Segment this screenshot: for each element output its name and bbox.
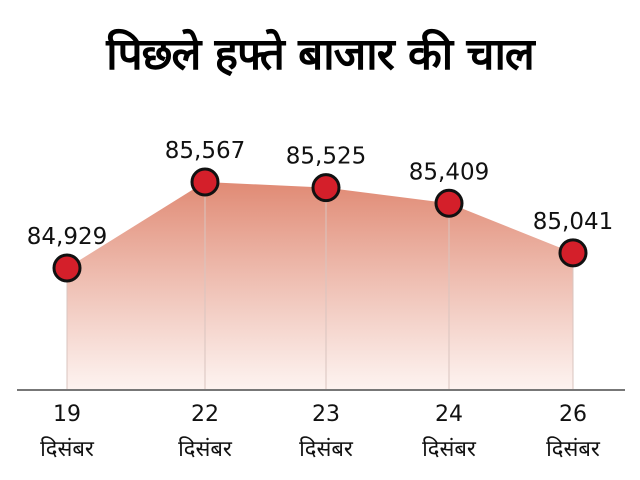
x-label-month: दिसंबर (546, 436, 601, 462)
x-label-day: 22 (191, 402, 219, 427)
x-axis-labels: 19 दिसंबर 22 दिसंबर 23 दिसंबर 24 दिसंबर 26 दिसंबर (40, 402, 601, 462)
data-point-marker (52, 253, 82, 283)
x-label-month: दिसंबर (422, 436, 477, 462)
value-label: 85,525 (286, 144, 366, 170)
x-label-day: 19 (53, 402, 81, 427)
value-label: 85,041 (533, 209, 613, 235)
x-label-month: दिसंबर (299, 436, 354, 462)
data-point-marker (311, 173, 341, 203)
value-label: 85,567 (165, 138, 245, 164)
area-fill (67, 182, 573, 390)
data-point-marker (434, 188, 464, 218)
value-labels: 84,929 85,567 85,525 85,409 85,041 (27, 138, 613, 250)
x-label-day: 23 (312, 402, 340, 427)
x-label-month: दिसंबर (178, 436, 233, 462)
drop-lines (66, 182, 574, 390)
data-point-marker (558, 238, 588, 268)
x-label-month: दिसंबर (40, 436, 95, 462)
value-label: 85,409 (409, 159, 489, 185)
data-point-marker (190, 167, 220, 197)
area-path (67, 182, 573, 390)
data-points (52, 167, 588, 283)
value-label: 84,929 (27, 224, 107, 250)
x-label-day: 24 (435, 402, 463, 427)
chart-title: पिछले हफ्ते बाजार की चाल (106, 29, 534, 80)
x-label-day: 26 (559, 402, 587, 427)
